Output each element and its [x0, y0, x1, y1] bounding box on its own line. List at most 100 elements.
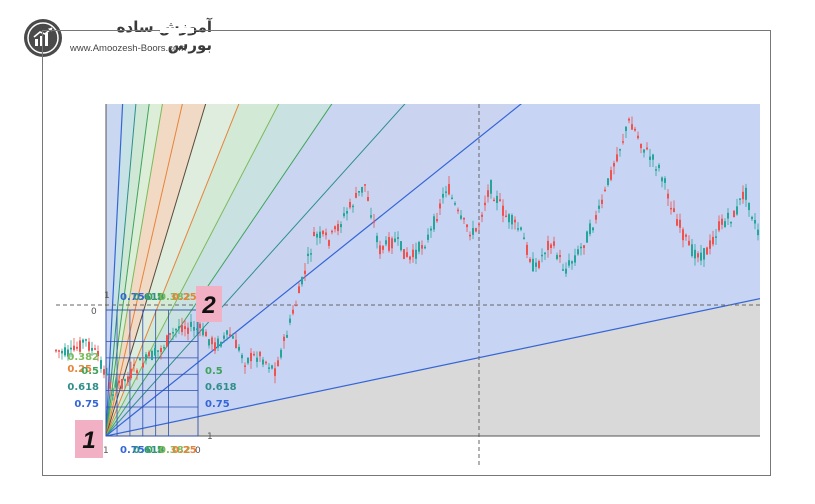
candle	[709, 240, 711, 249]
candle	[169, 333, 171, 335]
candle	[643, 149, 645, 153]
fib-ratio-label-top: 0.382	[159, 292, 191, 303]
candle	[523, 237, 525, 240]
frame-gap	[160, 28, 194, 33]
candle	[475, 228, 477, 232]
candle	[511, 215, 513, 225]
candle	[202, 328, 204, 336]
candle	[400, 241, 402, 251]
candle	[586, 231, 588, 243]
candle	[646, 147, 648, 150]
candle	[712, 236, 714, 245]
candle	[673, 208, 675, 213]
candle	[295, 304, 297, 307]
candle	[721, 218, 723, 225]
candle	[349, 201, 351, 208]
fib-ratio-label-top: 0.618	[133, 292, 165, 303]
candle	[724, 221, 726, 228]
candle	[328, 240, 330, 246]
fib-ratio-label: 0.25	[67, 364, 92, 375]
candle	[241, 354, 243, 359]
fib-ratio-label: 0.75	[74, 399, 99, 410]
candle	[217, 338, 219, 348]
candle	[334, 226, 336, 230]
candle	[655, 169, 657, 171]
fib-ratio-label-top: 0.25	[172, 292, 197, 303]
candle	[610, 170, 612, 180]
candle	[715, 236, 717, 238]
fib-ratio-label-bottom: 0.75	[120, 445, 145, 456]
candle	[514, 219, 516, 223]
candle	[379, 245, 381, 255]
candle	[154, 347, 156, 356]
candle	[370, 215, 372, 218]
candle	[679, 219, 681, 228]
candle	[283, 336, 285, 341]
candle	[469, 234, 471, 237]
candle	[622, 141, 624, 143]
candle	[106, 373, 108, 376]
candle	[439, 203, 441, 209]
candle	[556, 254, 558, 260]
fib-ratio-label: 0.75	[205, 399, 230, 410]
candle	[142, 363, 144, 368]
candle	[256, 357, 258, 362]
candle	[292, 309, 294, 314]
candle	[727, 212, 729, 219]
candle	[415, 249, 417, 259]
candle	[730, 221, 732, 224]
candle	[634, 128, 636, 131]
candle	[244, 365, 246, 367]
candle	[685, 234, 687, 237]
candle	[649, 156, 651, 160]
candle	[541, 254, 543, 257]
candle	[652, 154, 654, 160]
candle	[274, 368, 276, 376]
candle	[94, 348, 96, 350]
candle	[322, 230, 324, 235]
candle	[229, 334, 231, 336]
gann-edge-label: 0	[195, 446, 201, 456]
candle	[73, 345, 75, 351]
candle	[340, 224, 342, 228]
gann-box	[105, 309, 199, 437]
candle	[661, 177, 663, 182]
candle	[172, 332, 174, 334]
candle	[145, 354, 147, 361]
candle	[352, 205, 354, 208]
candle	[490, 180, 492, 194]
candle	[331, 230, 333, 233]
candle	[139, 358, 141, 361]
candle	[430, 228, 432, 231]
candle	[628, 118, 630, 121]
candle	[304, 270, 306, 275]
candle	[205, 331, 207, 337]
candle	[526, 244, 528, 255]
fib-ratio-label: 0.618	[67, 382, 99, 393]
point-marker	[75, 420, 103, 458]
candle	[658, 164, 660, 169]
candle	[589, 223, 591, 235]
candle	[598, 205, 600, 209]
fib-ratio-label: 0.5	[205, 366, 223, 377]
candle	[286, 334, 288, 338]
candle	[391, 238, 393, 249]
candle	[307, 253, 309, 257]
chart-growth-icon	[24, 19, 62, 57]
candle	[265, 361, 267, 364]
candle	[412, 249, 414, 258]
candle	[625, 126, 627, 131]
candle	[748, 202, 750, 211]
candle	[478, 223, 480, 226]
candle	[190, 321, 192, 327]
candle	[700, 252, 702, 261]
fib-ratio-label-bottom: 0.618	[133, 445, 165, 456]
candle	[451, 197, 453, 200]
candle	[319, 231, 321, 239]
candle	[691, 244, 693, 257]
candle	[520, 227, 522, 230]
fib-ratio-label-bottom: 0.5	[146, 445, 164, 456]
candle	[577, 249, 579, 255]
candle	[82, 339, 84, 343]
